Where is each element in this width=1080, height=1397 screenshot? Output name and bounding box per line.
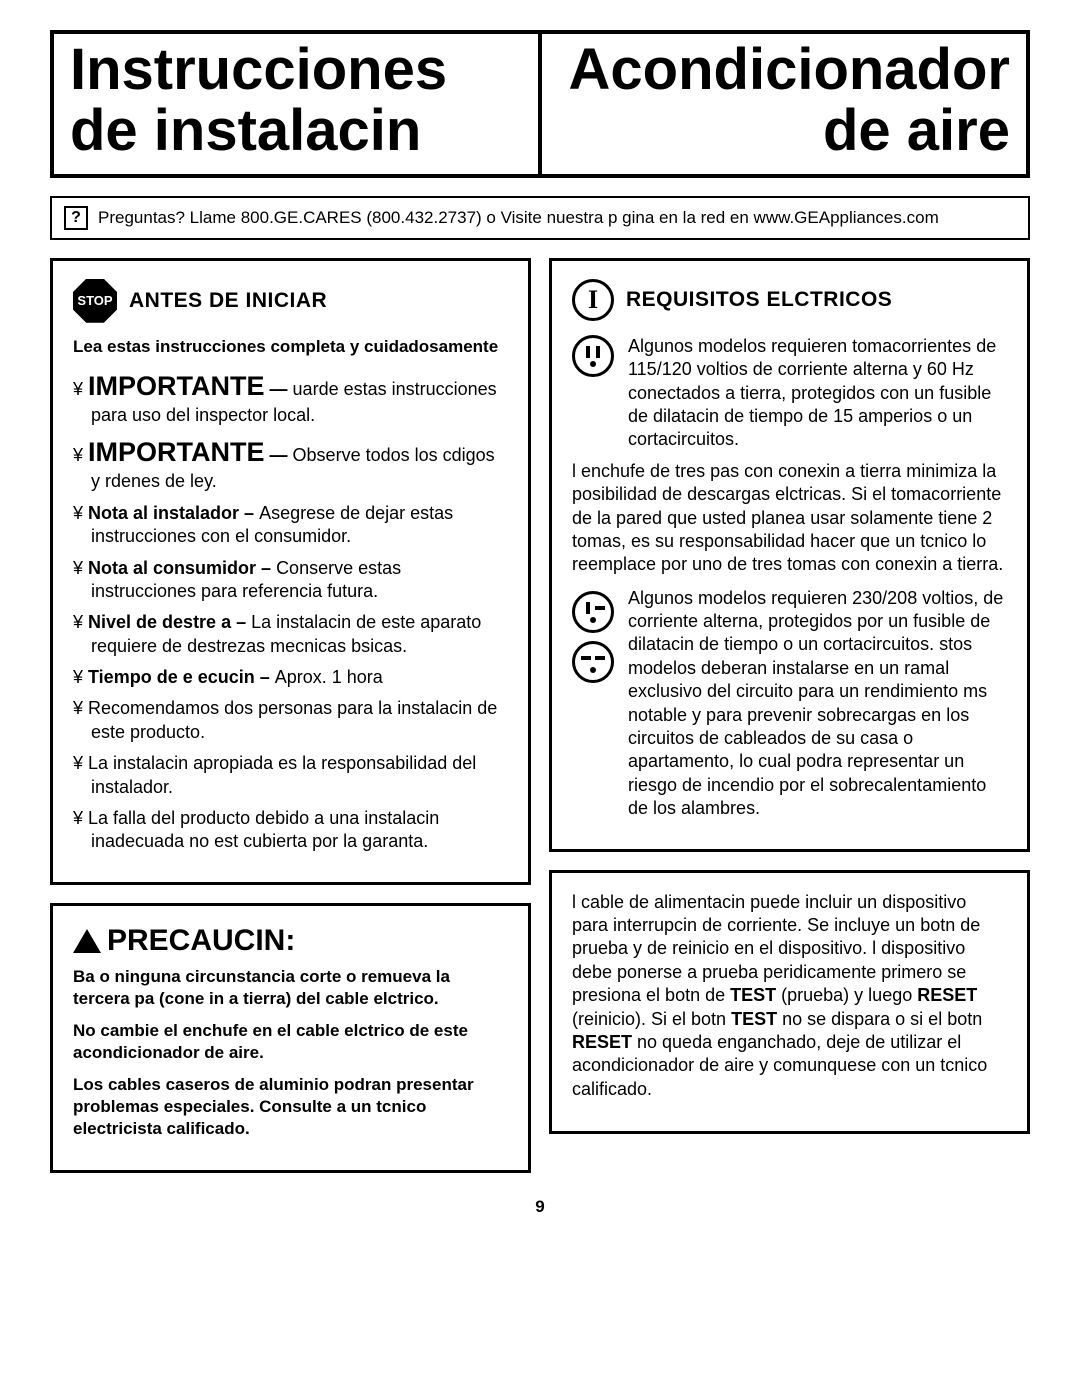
- caution-box: PRECAUCIN: Ba o ninguna circunstancia co…: [50, 903, 531, 1174]
- electrical-box: I REQUISITOS ELCTRICOS Algunos modelos r…: [549, 258, 1030, 852]
- list-item: La falla del producto debido a una insta…: [73, 807, 508, 854]
- title-bar: Instrucciones de instalacin Acondicionad…: [50, 30, 1030, 178]
- question-icon: ?: [64, 206, 88, 230]
- title-right: Acondicionador de aire: [542, 34, 1026, 174]
- caution-header: PRECAUCIN:: [73, 924, 508, 958]
- electrical-block1: Algunos modelos requieren tomacorrientes…: [628, 335, 1007, 452]
- before-start-box: STOP ANTES DE INICIAR Lea estas instrucc…: [50, 258, 531, 885]
- important-item-2: IMPORTANTE — Observe todos los cdigos y …: [73, 435, 508, 493]
- power-cord-box: l cable de alimentacin puede incluir un …: [549, 870, 1030, 1135]
- stop-icon: STOP: [73, 279, 117, 323]
- title-right-line2: de aire: [558, 101, 1010, 162]
- list-item: La instalacin apropiada es la responsabi…: [73, 752, 508, 799]
- before-start-title: ANTES DE INICIAR: [129, 289, 327, 313]
- title-left-line2: de instalacin: [70, 101, 522, 162]
- outlet-block-1: Algunos modelos requieren tomacorrientes…: [572, 335, 1007, 452]
- list-item: Nota al instalador – Asegrese de dejar e…: [73, 502, 508, 549]
- list-item: Nota al consumidor – Conserve estas inst…: [73, 557, 508, 604]
- warning-icon: [73, 929, 101, 953]
- title-left: Instrucciones de instalacin: [54, 34, 542, 174]
- important-label-2: IMPORTANTE: [88, 437, 265, 467]
- question-text: Preguntas? Llame 800.GE.CARES (800.432.2…: [98, 208, 939, 228]
- outlet-icon-230v-b: [572, 641, 614, 683]
- important-label-1: IMPORTANTE: [88, 371, 265, 401]
- electrical-block2: Algunos modelos requieren 230/208 voltio…: [628, 587, 1007, 821]
- outlet-icon-115v: [572, 335, 614, 377]
- outlet-icons-230v: [572, 587, 614, 821]
- list-item: Recomendamos dos personas para la instal…: [73, 697, 508, 744]
- before-start-list: IMPORTANTE — uarde estas instrucciones p…: [73, 369, 508, 854]
- caution-p1: Ba o ninguna circunstancia corte o remue…: [73, 966, 508, 1010]
- power-cord-text: l cable de alimentacin puede incluir un …: [572, 891, 1007, 1102]
- list-item: Tiempo de e ecucin – Aprox. 1 hora: [73, 666, 508, 689]
- electrical-para1: l enchufe de tres pas con conexin a tier…: [572, 460, 1007, 577]
- info-icon: I: [572, 279, 614, 321]
- left-column: STOP ANTES DE INICIAR Lea estas instrucc…: [50, 258, 531, 1174]
- caution-title: PRECAUCIN:: [107, 924, 295, 958]
- question-bar: ? Preguntas? Llame 800.GE.CARES (800.432…: [50, 196, 1030, 240]
- title-left-line1: Instrucciones: [70, 40, 522, 101]
- caution-p3: Los cables caseros de aluminio podran pr…: [73, 1074, 508, 1140]
- before-start-header: STOP ANTES DE INICIAR: [73, 279, 508, 323]
- outlet-block-2: Algunos modelos requieren 230/208 voltio…: [572, 587, 1007, 821]
- important-item-1: IMPORTANTE — uarde estas instrucciones p…: [73, 369, 508, 427]
- electrical-header: I REQUISITOS ELCTRICOS: [572, 279, 1007, 321]
- right-column: I REQUISITOS ELCTRICOS Algunos modelos r…: [549, 258, 1030, 1174]
- before-start-lead: Lea estas instrucciones completa y cuida…: [73, 337, 508, 357]
- page-number: 9: [50, 1197, 1030, 1217]
- electrical-title: REQUISITOS ELCTRICOS: [626, 288, 892, 312]
- outlet-icon-230v-a: [572, 591, 614, 633]
- caution-body: Ba o ninguna circunstancia corte o remue…: [73, 966, 508, 1141]
- content-columns: STOP ANTES DE INICIAR Lea estas instrucc…: [50, 258, 1030, 1174]
- title-right-line1: Acondicionador: [558, 40, 1010, 101]
- caution-p2: No cambie el enchufe en el cable elctric…: [73, 1020, 508, 1064]
- list-item: Nivel de destre a – La instalacin de est…: [73, 611, 508, 658]
